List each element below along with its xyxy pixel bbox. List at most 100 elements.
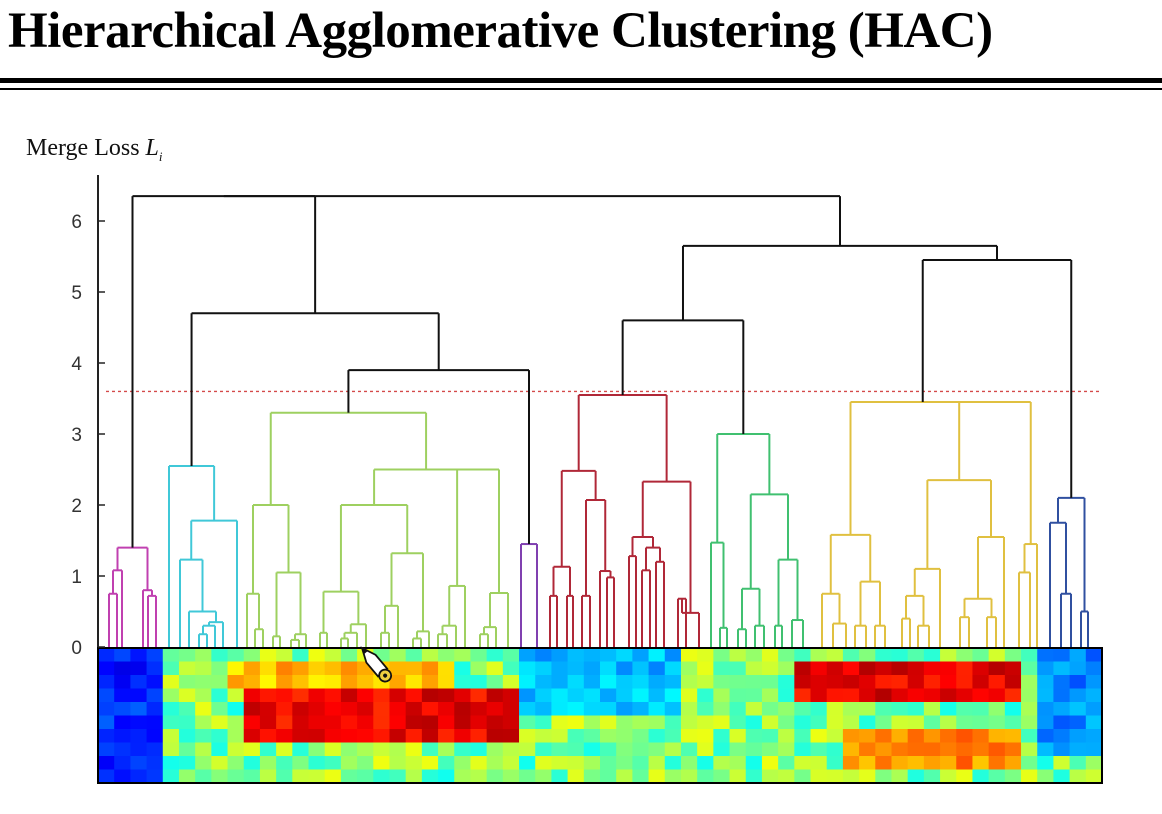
- heatmap-cell: [1069, 702, 1087, 717]
- heatmap-cell: [600, 756, 617, 771]
- heatmap-cell: [340, 648, 358, 663]
- heatmap-cell: [940, 756, 957, 771]
- heatmap-cell: [648, 769, 666, 784]
- heatmap-cell: [438, 769, 455, 784]
- heatmap-cell: [600, 742, 617, 757]
- heatmap-cell: [389, 702, 407, 717]
- heatmap-cell: [551, 648, 569, 663]
- heatmap-cell: [680, 756, 698, 771]
- heatmap-cell: [632, 715, 650, 730]
- heatmap-cell: [583, 756, 601, 771]
- heatmap-cell: [486, 661, 504, 676]
- heatmap-cell: [664, 675, 682, 690]
- heatmap-cell: [195, 688, 212, 703]
- heatmap-cell: [842, 729, 860, 744]
- heatmap-cell: [956, 688, 974, 703]
- heatmap-cell: [583, 715, 601, 730]
- heatmap-cell: [1053, 769, 1071, 784]
- heatmap-cell: [761, 715, 779, 730]
- heatmap-cell: [567, 715, 585, 730]
- heatmap-cell: [988, 648, 1006, 663]
- heatmap-cell: [470, 688, 488, 703]
- heatmap-cell: [405, 756, 423, 771]
- heatmap-cell: [972, 675, 990, 690]
- heatmap-cell: [697, 769, 714, 784]
- heatmap-cell: [810, 742, 828, 757]
- heatmap-cell: [227, 742, 245, 757]
- heatmap-cell: [146, 661, 164, 676]
- heatmap-cell: [211, 715, 229, 730]
- heatmap-cell: [292, 661, 310, 676]
- heatmap-cell: [794, 756, 812, 771]
- heatmap-cell: [680, 675, 698, 690]
- heatmap-cell: [1004, 702, 1022, 717]
- heatmap-cell: [454, 715, 472, 730]
- heatmap-cell: [178, 648, 196, 663]
- heatmap-cell: [1004, 661, 1022, 676]
- heatmap-cell: [502, 769, 520, 784]
- heatmap-cell: [324, 756, 342, 771]
- heatmap-cell: [421, 769, 439, 784]
- heatmap-cell: [389, 715, 407, 730]
- heatmap-cell: [130, 648, 148, 663]
- heatmap-cell: [859, 742, 876, 757]
- heatmap-cell: [162, 648, 180, 663]
- heatmap-cell: [680, 648, 698, 663]
- heatmap-cell: [357, 769, 374, 784]
- heatmap-cell: [956, 702, 974, 717]
- heatmap-cell: [859, 729, 876, 744]
- heatmap-cell: [162, 729, 180, 744]
- heatmap-cell: [891, 742, 909, 757]
- heatmap-cell: [454, 756, 472, 771]
- heatmap-cell: [227, 756, 245, 771]
- heatmap-cell: [130, 702, 148, 717]
- heatmap-cell: [519, 756, 536, 771]
- heatmap-cell: [438, 702, 455, 717]
- heatmap-cell: [1085, 688, 1103, 703]
- heatmap-cell: [243, 769, 261, 784]
- heatmap-cell: [891, 661, 909, 676]
- heatmap-cell: [875, 756, 893, 771]
- y-axis-title: Merge Loss Li: [26, 135, 163, 165]
- heatmap-cell: [551, 715, 569, 730]
- heatmap-cell: [1037, 648, 1055, 663]
- heatmap-cell: [583, 769, 601, 784]
- heatmap-cell: [1085, 729, 1103, 744]
- heatmap-cell: [502, 729, 520, 744]
- y-tick-label: 1: [71, 567, 82, 588]
- heatmap-cell: [778, 715, 795, 730]
- title-divider: [0, 78, 1162, 83]
- heatmap-cell: [923, 675, 941, 690]
- heatmap-cell: [907, 729, 925, 744]
- heatmap-cell: [1021, 675, 1038, 690]
- heatmap-cell: [470, 702, 488, 717]
- heatmap-cell: [761, 702, 779, 717]
- heatmap-cell: [1085, 769, 1103, 784]
- heatmap-cell: [891, 688, 909, 703]
- heatmap-cell: [1021, 769, 1038, 784]
- heatmap-cell: [162, 675, 180, 690]
- heatmap-cell: [324, 675, 342, 690]
- heatmap-cell: [713, 688, 731, 703]
- heatmap-cell: [988, 702, 1006, 717]
- heatmap-cell: [713, 675, 731, 690]
- heatmap-cell: [195, 648, 212, 663]
- heatmap-cell: [713, 729, 731, 744]
- heatmap-cell: [243, 702, 261, 717]
- heatmap-cell: [405, 661, 423, 676]
- heatmap-cell: [729, 648, 747, 663]
- heatmap-cell: [794, 648, 812, 663]
- heatmap-cell: [1085, 675, 1103, 690]
- heatmap-cell: [259, 675, 277, 690]
- heatmap-cell: [227, 675, 245, 690]
- heatmap-cell: [923, 648, 941, 663]
- heatmap-cell: [729, 742, 747, 757]
- heatmap-cell: [373, 715, 391, 730]
- heatmap-cell: [243, 648, 261, 663]
- heatmap-cell: [340, 661, 358, 676]
- heatmap-cell: [859, 769, 876, 784]
- heatmap-cell: [389, 769, 407, 784]
- heatmap-cell: [357, 742, 374, 757]
